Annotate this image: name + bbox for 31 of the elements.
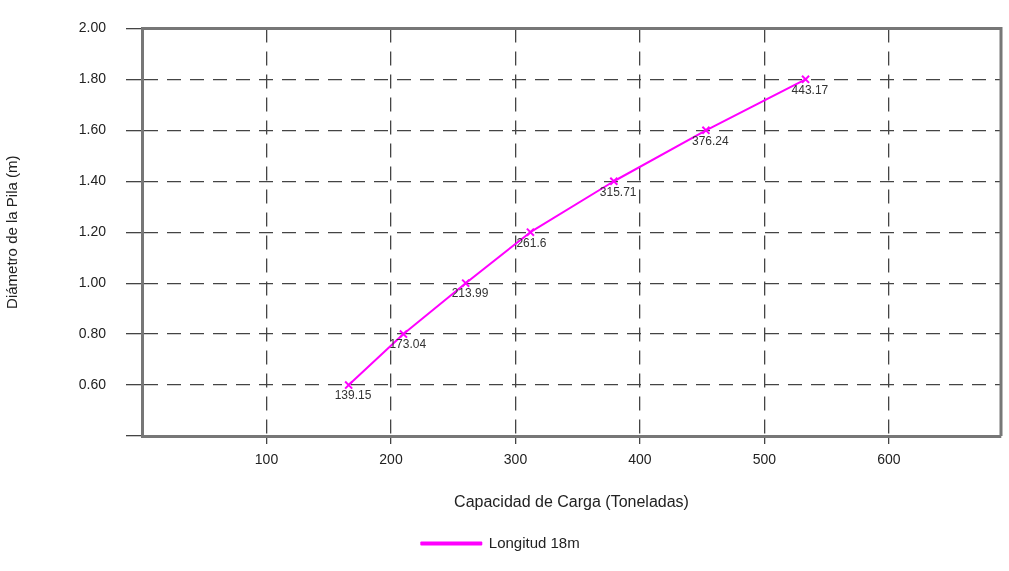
x-tick-label: 500 bbox=[752, 451, 777, 468]
y-tick-label: 0.60 bbox=[78, 375, 107, 392]
y-tick-label: 1.40 bbox=[78, 172, 107, 189]
annotation: 139.15 bbox=[334, 388, 372, 403]
annotation: 261.6 bbox=[516, 235, 547, 250]
point bbox=[461, 278, 471, 288]
x-tick-label: 400 bbox=[628, 451, 652, 468]
point bbox=[398, 329, 408, 339]
annotation: 443.17 bbox=[791, 82, 829, 97]
point bbox=[801, 74, 811, 84]
point bbox=[701, 125, 711, 135]
legend-label: Longitud 18m bbox=[488, 533, 580, 551]
annotation: 376.24 bbox=[691, 133, 729, 148]
y-tick-label: 1.00 bbox=[78, 274, 107, 291]
y-tick-label: 1.60 bbox=[78, 121, 107, 138]
point bbox=[344, 380, 354, 390]
y-tick-label: 0.80 bbox=[78, 324, 107, 341]
y-tick-label: 2.00 bbox=[78, 19, 107, 36]
x-tick-label: 200 bbox=[379, 451, 403, 468]
annotation: 173.04 bbox=[389, 337, 427, 352]
annotation: 213.99 bbox=[451, 286, 489, 301]
x-tick-label: 600 bbox=[877, 451, 901, 468]
annotation: 315.71 bbox=[599, 184, 637, 199]
point bbox=[525, 227, 535, 237]
y-axis-title: Diámetro de la Pila (m) bbox=[3, 155, 21, 309]
y-tick-label: 1.20 bbox=[78, 223, 107, 240]
y-tick-label: 1.80 bbox=[78, 70, 107, 87]
x-axis-title: Capacidad de Carga (Toneladas) bbox=[454, 492, 689, 510]
point bbox=[609, 176, 619, 186]
x-tick-label: 100 bbox=[254, 451, 279, 468]
x-tick-label: 300 bbox=[503, 451, 528, 468]
